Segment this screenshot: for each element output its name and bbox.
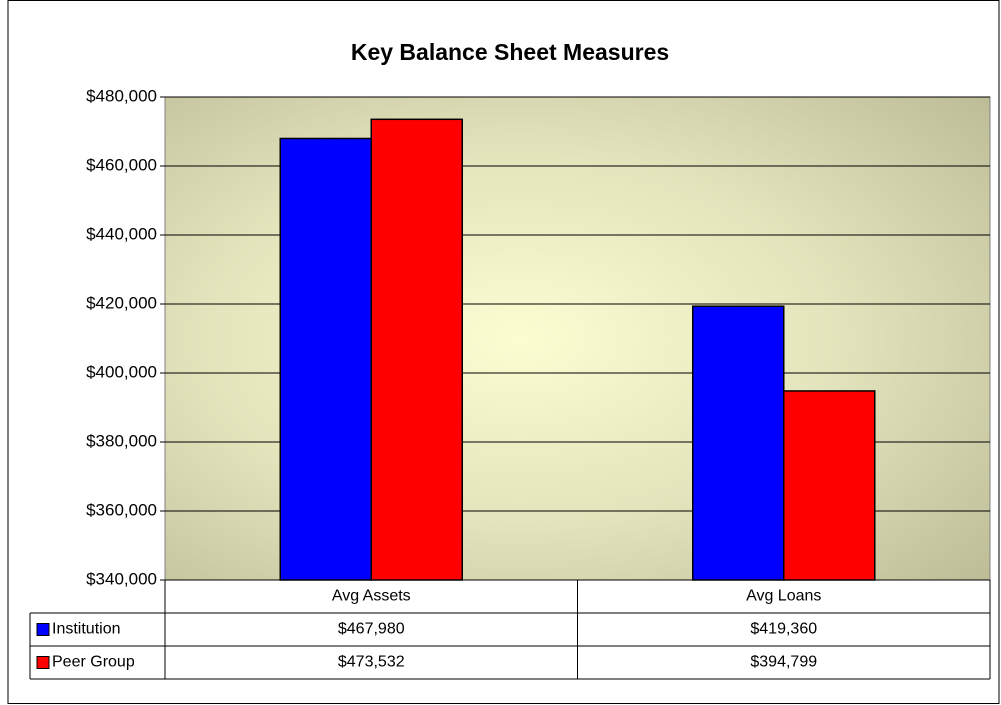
chart-title: Key Balance Sheet Measures [351,39,669,65]
legend-swatch [36,623,50,636]
data-label: $394,799 [750,654,817,671]
y-tick-label: $460,000 [86,155,157,174]
bar [783,390,876,581]
y-tick-label: $400,000 [86,362,157,381]
y-tick-label: $440,000 [86,224,157,243]
data-label: $419,360 [750,621,817,638]
bar [692,305,785,581]
y-tick-label: $340,000 [86,569,157,588]
legend-swatch [36,656,50,669]
bar [279,137,372,581]
y-tick-label: $360,000 [86,500,157,519]
x-tick-label: Avg Loans [746,588,821,605]
legend-label: Peer Group [52,654,135,671]
data-label: $473,532 [338,654,405,671]
y-tick-label: $380,000 [86,431,157,450]
y-tick-label: $420,000 [86,293,157,312]
y-tick-label: $480,000 [86,86,157,105]
x-tick-label: Avg Assets [332,588,411,605]
legend-label: Institution [52,621,120,638]
bar [370,118,463,581]
data-label: $467,980 [338,621,405,638]
